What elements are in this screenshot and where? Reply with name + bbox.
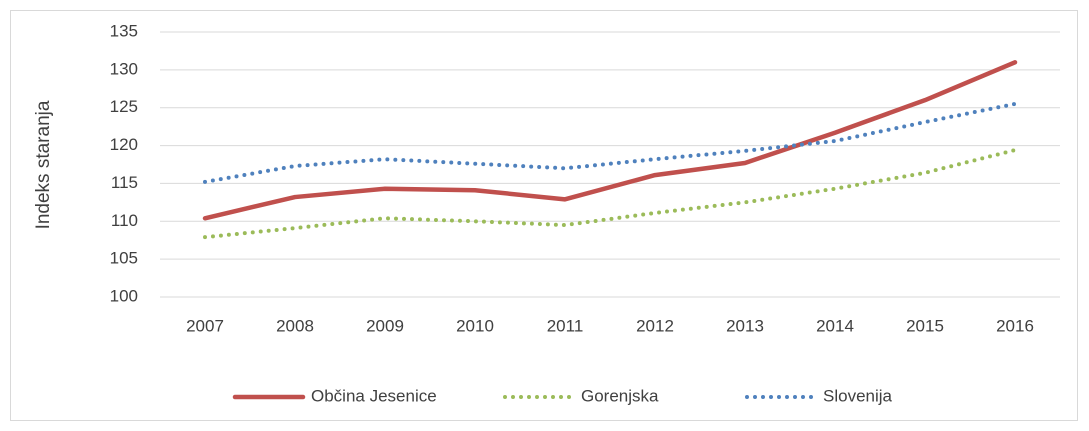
- x-tick-label: 2014: [816, 316, 854, 335]
- series-line: [203, 101, 1017, 184]
- legend-label: Gorenjska: [581, 386, 659, 405]
- x-tick-label: 2007: [186, 316, 224, 335]
- chart-border: [10, 10, 1078, 421]
- y-axis-label: Indeks staranja: [33, 100, 54, 229]
- legend-label: Občina Jesenice: [311, 386, 437, 405]
- y-tick-label: 120: [110, 135, 138, 154]
- y-tick-label: 100: [110, 286, 138, 305]
- x-tick-label: 2015: [906, 316, 944, 335]
- y-tick-label: 125: [110, 97, 138, 116]
- y-tick-label: 130: [110, 59, 138, 78]
- x-tick-label: 2016: [996, 316, 1034, 335]
- x-tick-label: 2011: [547, 316, 584, 335]
- series-line: [202, 60, 1018, 221]
- x-tick-label: 2009: [366, 316, 404, 335]
- y-tick-label: 110: [111, 211, 138, 230]
- x-tick-label: 2012: [636, 316, 674, 335]
- y-tick-label: 135: [110, 21, 138, 40]
- x-tick-label: 2010: [456, 316, 494, 335]
- x-tick-label: 2013: [726, 316, 764, 335]
- y-tick-label: 115: [111, 173, 138, 192]
- legend-label: Slovenija: [823, 386, 893, 405]
- y-tick-label: 105: [110, 249, 138, 268]
- x-tick-label: 2008: [276, 316, 314, 335]
- series-line: [203, 148, 1017, 240]
